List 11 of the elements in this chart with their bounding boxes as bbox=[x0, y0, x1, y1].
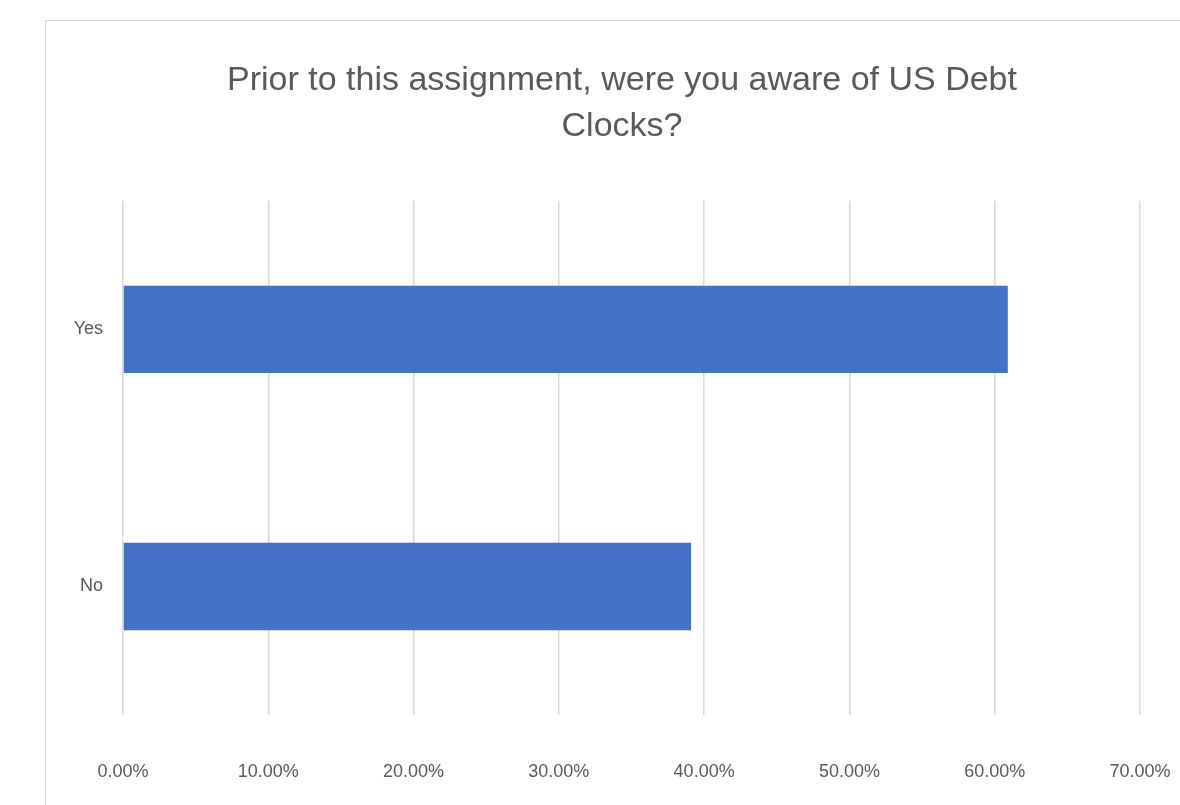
x-tick-label: 20.00% bbox=[383, 760, 445, 781]
x-tick-label: 10.00% bbox=[237, 760, 299, 781]
x-tick-label: 30.00% bbox=[528, 760, 590, 781]
y-tick-label: Yes bbox=[73, 318, 103, 339]
x-tick-label: 60.00% bbox=[964, 760, 1026, 781]
x-tick-label: 70.00% bbox=[1109, 760, 1171, 781]
chart-title: Prior to this assignment, were you aware of US Debt Clocks? bbox=[226, 58, 1018, 145]
x-tick-label: 50.00% bbox=[818, 760, 880, 781]
x-tick-label: 40.00% bbox=[673, 760, 735, 781]
y-tick-label: No bbox=[79, 575, 103, 596]
x-tick-label: 0.00% bbox=[97, 760, 149, 781]
